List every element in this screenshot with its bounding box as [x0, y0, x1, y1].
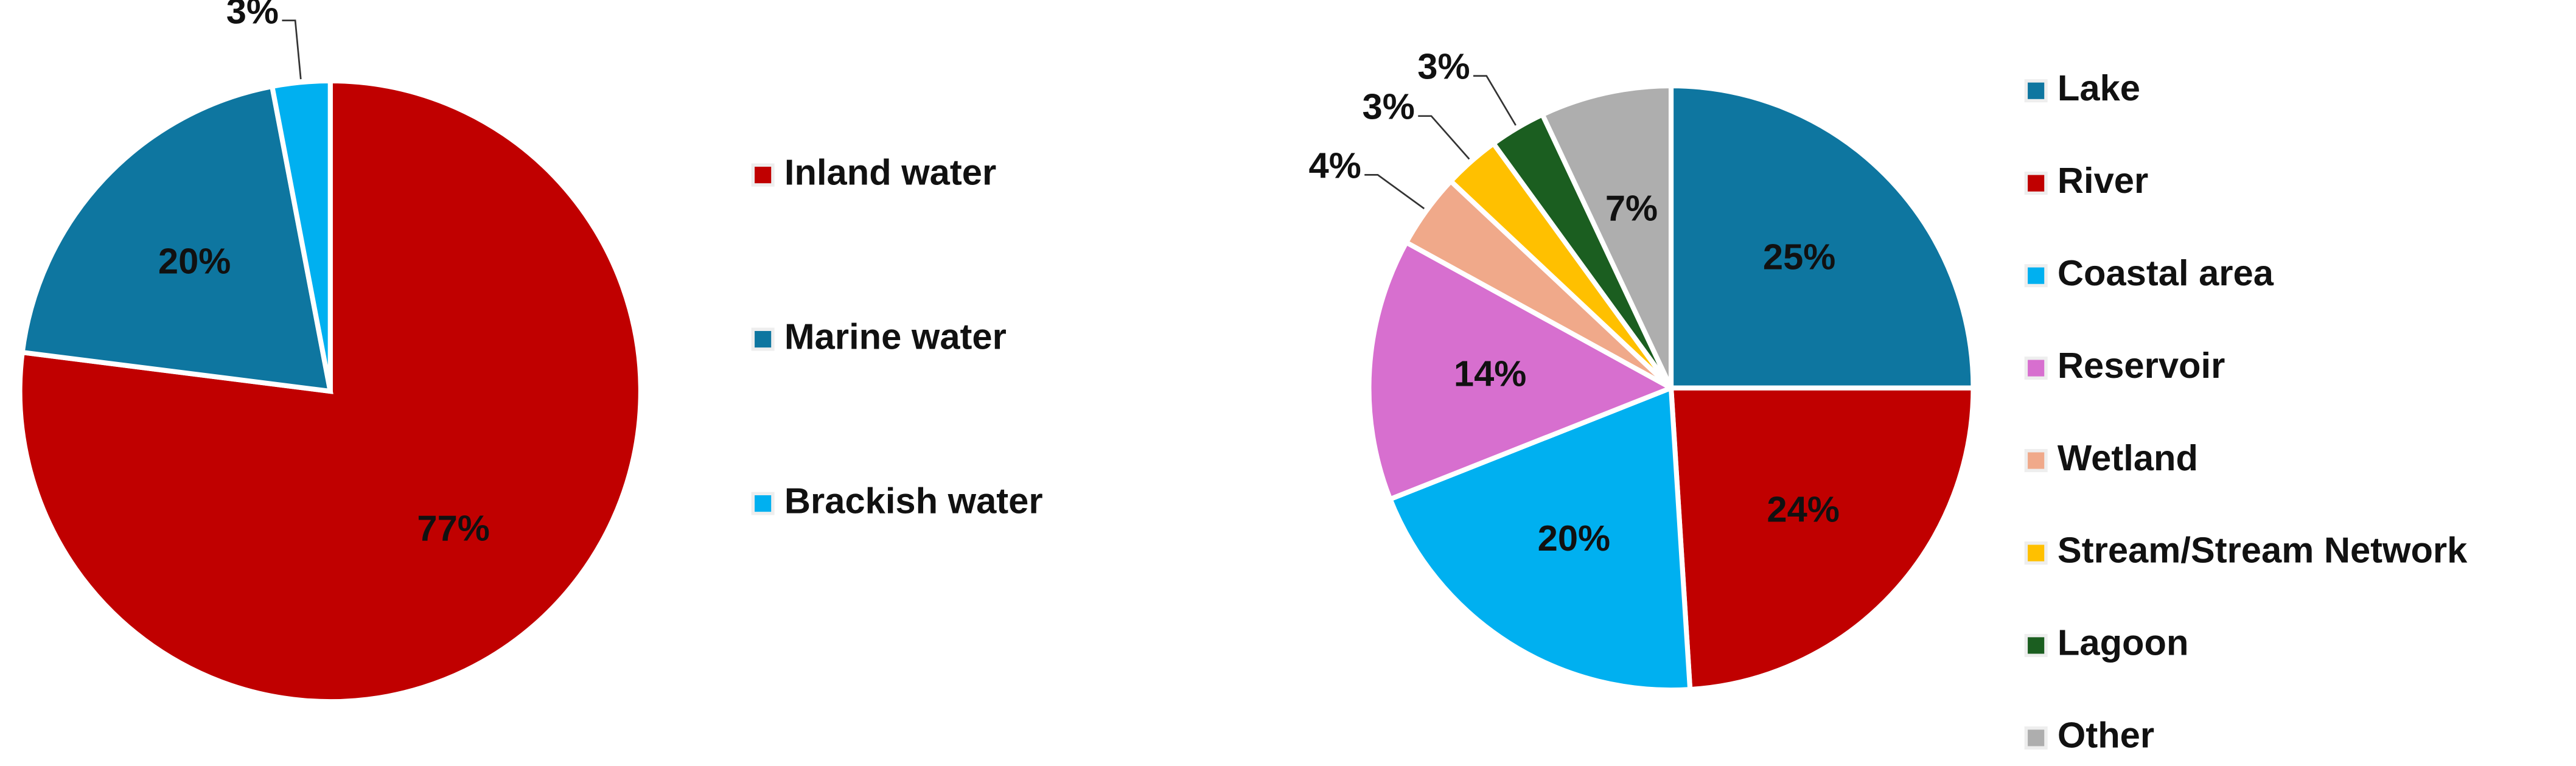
leader-line: [282, 19, 302, 80]
legend-marker: [751, 163, 775, 187]
legend-label: Lagoon: [2058, 622, 2189, 663]
legend-label: River: [2058, 160, 2148, 201]
data-label: 77%: [417, 507, 489, 548]
data-label: 4%: [1309, 145, 1361, 186]
legend-label: Other: [2058, 715, 2154, 756]
data-label: 3%: [226, 0, 279, 32]
legend-marker: [2024, 172, 2048, 195]
legend-marker: [2024, 633, 2048, 657]
pie-slice: [19, 83, 333, 394]
legend-marker: [2024, 264, 2048, 288]
legend-marker: [2024, 449, 2048, 473]
pie-slice: [1539, 83, 1674, 389]
legend-marker: [2024, 726, 2048, 750]
pie-slice: [1668, 385, 1976, 692]
leader-line: [1473, 75, 1517, 126]
legend-label: Wetland: [2058, 437, 2198, 478]
leader-line: [1364, 174, 1425, 209]
legend-label: Stream/Stream Network: [2058, 530, 2468, 571]
data-label: 3%: [1417, 46, 1470, 87]
legend-label: Brackish water: [784, 480, 1043, 521]
legend-marker: [751, 492, 775, 515]
pie-slice: [1668, 83, 1976, 391]
legend-marker: [2024, 357, 2048, 380]
legend-label: Lake: [2058, 68, 2140, 108]
legend-label: Reservoir: [2058, 345, 2225, 386]
data-label: 7%: [1605, 188, 1658, 229]
data-label: 25%: [1763, 237, 1835, 277]
legend-label: Coastal area: [2058, 252, 2274, 293]
data-label: 20%: [158, 240, 231, 281]
legend-label: Inland water: [784, 151, 996, 192]
data-label: 14%: [1454, 353, 1526, 394]
legend-marker: [751, 327, 775, 351]
data-label: 24%: [1767, 489, 1839, 529]
pie-slice: [1366, 239, 1677, 503]
data-label: 3%: [1363, 86, 1415, 127]
pie-slice: [269, 78, 333, 392]
data-label: 20%: [1538, 518, 1610, 559]
legend-marker: [2024, 541, 2048, 565]
pie-slice: [1387, 384, 1693, 693]
legend-marker: [2024, 79, 2048, 103]
leader-line: [1418, 115, 1470, 160]
legend-label: Marine water: [784, 316, 1007, 357]
